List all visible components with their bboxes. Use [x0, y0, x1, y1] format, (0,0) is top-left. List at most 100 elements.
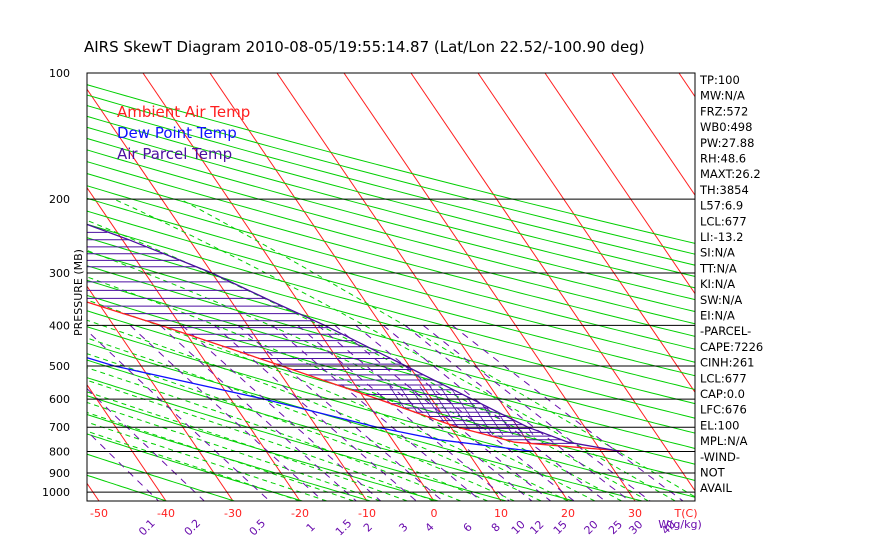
mixing-ratio-line [382, 324, 606, 501]
dry-adiabat-line [87, 310, 695, 482]
cape-hatch-line [389, 386, 405, 409]
chart-title: AIRS SkewT Diagram 2010-08-05/19:55:14.8… [84, 38, 645, 56]
dry-adiabat-line [87, 413, 371, 501]
cape-hatch-line [419, 386, 445, 423]
mixing-ratio-tick-label: 0.1 [136, 517, 158, 539]
y-axis-label: PRESSURE (MB) [72, 249, 85, 336]
mixing-ratio-tick-label: 2 [361, 520, 375, 534]
mixing-ratio-tick-label: 12 [527, 518, 546, 537]
mixing-ratio-line [87, 387, 205, 501]
moist-adiabat-line [87, 337, 515, 501]
stability-index-item: RH:48.6 [700, 152, 746, 166]
mixing-ratio-line [317, 324, 533, 501]
stability-index-item: SI:N/A [700, 246, 735, 260]
stability-index-item: -PARCEL- [700, 324, 751, 338]
mixing-ratio-line [422, 324, 651, 501]
stability-index-item: L57:6.9 [700, 199, 743, 213]
dry-adiabat-line [87, 265, 695, 434]
stability-index-item: TP:100 [699, 73, 740, 87]
mixing-ratio-tick-label: 8 [489, 520, 503, 534]
dry-adiabat-line [87, 359, 575, 501]
stability-index-item: LCL:677 [700, 214, 747, 228]
cape-hatch-line [467, 397, 494, 436]
mixing-ratio-tick-label: 1.5 [333, 517, 355, 539]
isotherm-line [611, 73, 695, 197]
pressure-tick-label: 300 [49, 267, 70, 280]
dry-adiabat-line [87, 326, 695, 498]
mixing-ratio-tick-label: 0.5 [247, 517, 269, 539]
dry-adiabat-line [87, 395, 439, 501]
moist-adiabat-line [87, 391, 408, 501]
stability-index-item: NOT [700, 466, 726, 480]
moist-adiabat-line [87, 430, 301, 501]
stability-index-item: MW:N/A [700, 89, 745, 103]
stability-index-item: FRZ:572 [700, 104, 748, 118]
mixing-ratio-line [237, 324, 444, 501]
plot-area: 1002003004005006007008009001000-120-110-… [0, 67, 702, 539]
dry-adiabat-line [87, 185, 695, 350]
stability-index-item: TH:3854 [699, 183, 749, 197]
bottom-temp-tick-label: 10 [494, 507, 508, 520]
stability-index-item: EI:N/A [700, 309, 735, 323]
mixing-ratio-line [451, 324, 684, 501]
moist-adiabat-line [87, 421, 327, 501]
mixing-ratio-line [404, 324, 630, 501]
mixing-ratio-tick-label: 20 [582, 518, 601, 537]
mixing-ratio-line [129, 324, 324, 501]
parcel-temp-line [87, 223, 622, 453]
stability-index-item: LFC:676 [700, 403, 747, 417]
dry-adiabat-line [87, 223, 695, 391]
stability-index-item: EL:100 [700, 418, 740, 432]
isotherm-line [87, 186, 301, 501]
mixing-ratio-line [181, 324, 382, 501]
x-axis-label: T(C) [674, 507, 698, 520]
dry-adiabat-line [87, 377, 507, 501]
isotherm-line [142, 73, 435, 501]
mixing-ratio-tick-label: 30 [626, 518, 645, 537]
stability-index-item: KI:N/A [700, 277, 735, 291]
mixing-ratio-tick-label: 10 [509, 518, 528, 537]
cape-hatch-line [512, 420, 524, 436]
dry-adiabat-line [87, 173, 695, 337]
dry-adiabat-line [87, 433, 303, 501]
dewpoint-temp-line [87, 357, 535, 453]
pressure-tick-label: 200 [49, 193, 70, 206]
cape-hatch-line [409, 386, 432, 419]
mixing-ratio-line [271, 324, 482, 501]
dry-adiabat-line [87, 149, 695, 313]
dry-adiabat-line [87, 105, 695, 266]
isotherm-line [209, 73, 502, 501]
moist-adiabat-line [87, 219, 649, 501]
cape-hatch-line [498, 413, 514, 436]
isotherm-line [0, 73, 32, 501]
pressure-tick-label: 900 [49, 467, 70, 480]
legend-entry: Dew Point Temp [117, 124, 237, 142]
dry-adiabat-line [87, 94, 695, 255]
pressure-tick-label: 700 [49, 421, 70, 434]
mixing-ratio-line [159, 324, 357, 501]
stability-index-item: -WIND- [700, 450, 740, 464]
dry-adiabat-line [87, 342, 643, 501]
mixing-ratio-line [334, 324, 552, 501]
dry-adiabat-line [87, 197, 695, 363]
bottom-temp-tick-label: 0 [431, 507, 438, 520]
mixing-ratio-line [355, 324, 575, 501]
dry-adiabat-line [87, 294, 695, 465]
stability-index-item: WB0:498 [700, 120, 752, 134]
mixing-ratio-line [87, 430, 159, 501]
dry-adiabat-line [87, 115, 695, 277]
stability-index-item: LCL:677 [700, 371, 747, 385]
stability-index-item: TT:N/A [699, 261, 737, 275]
plot-clip-group [0, 73, 695, 501]
bottom-temp-tick-label: -20 [291, 507, 309, 520]
stability-index-item: CAP:0.0 [700, 387, 745, 401]
stability-index-item: AVAIL [700, 481, 733, 495]
isotherm-line [343, 73, 636, 501]
stability-index-item: SW:N/A [700, 293, 742, 307]
stability-index-item: MPL:N/A [700, 434, 748, 448]
legend-entry: Air Parcel Temp [117, 145, 232, 163]
dry-adiabat-line [87, 137, 695, 301]
mixing-ratio-line [213, 324, 417, 501]
stability-index-item: MAXT:26.2 [700, 167, 761, 181]
